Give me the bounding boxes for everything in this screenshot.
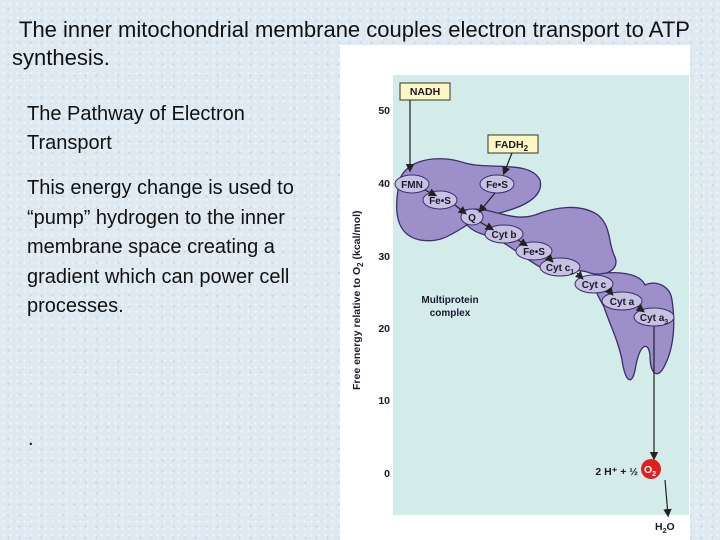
label: 2 H⁺ + ½ [595,466,638,478]
label: Fe•S [429,196,451,207]
y-tick-label: 30 [378,251,390,263]
figure: Free energy relative to O2 (kcal/mol) 50… [340,45,690,540]
label: Q [468,213,476,224]
label: Multiprotein [421,295,478,306]
nadh-box [399,82,451,101]
slide-title: The inner mitochondrial membrane couples… [12,17,690,70]
label: FADH2 [495,139,529,153]
label: H2O [655,521,675,535]
o2-circle [641,459,661,479]
y-tick-label: 0 [384,468,390,480]
dot: . [28,428,34,450]
y-tick-label: 20 [378,323,390,335]
label: O2 [644,464,656,478]
label: NADH [410,86,440,98]
label: Cyt a3 [640,313,668,326]
label: Fe•S [486,180,508,191]
heading: The Pathway of Electron Transport [27,103,245,154]
fadh2-box [487,134,539,154]
y-tick-label: 50 [378,105,390,117]
y-axis-label: Free energy relative to O2 (kcal/mol) [351,210,365,390]
body-text: This energy change is used to “pump” hyd… [27,177,294,317]
y-tick-label: 40 [378,178,390,190]
label: Cyt c [582,280,607,291]
arrows [405,100,672,518]
y-tick-label: 10 [378,395,390,407]
carrier-shapes [394,174,675,327]
label: FMN [401,180,423,191]
label: Cyt c1 [546,263,574,276]
label: Cyt b [492,230,517,241]
label: complex [430,308,471,319]
label: Cyt a [610,297,635,308]
label: Fe•S [523,247,545,258]
